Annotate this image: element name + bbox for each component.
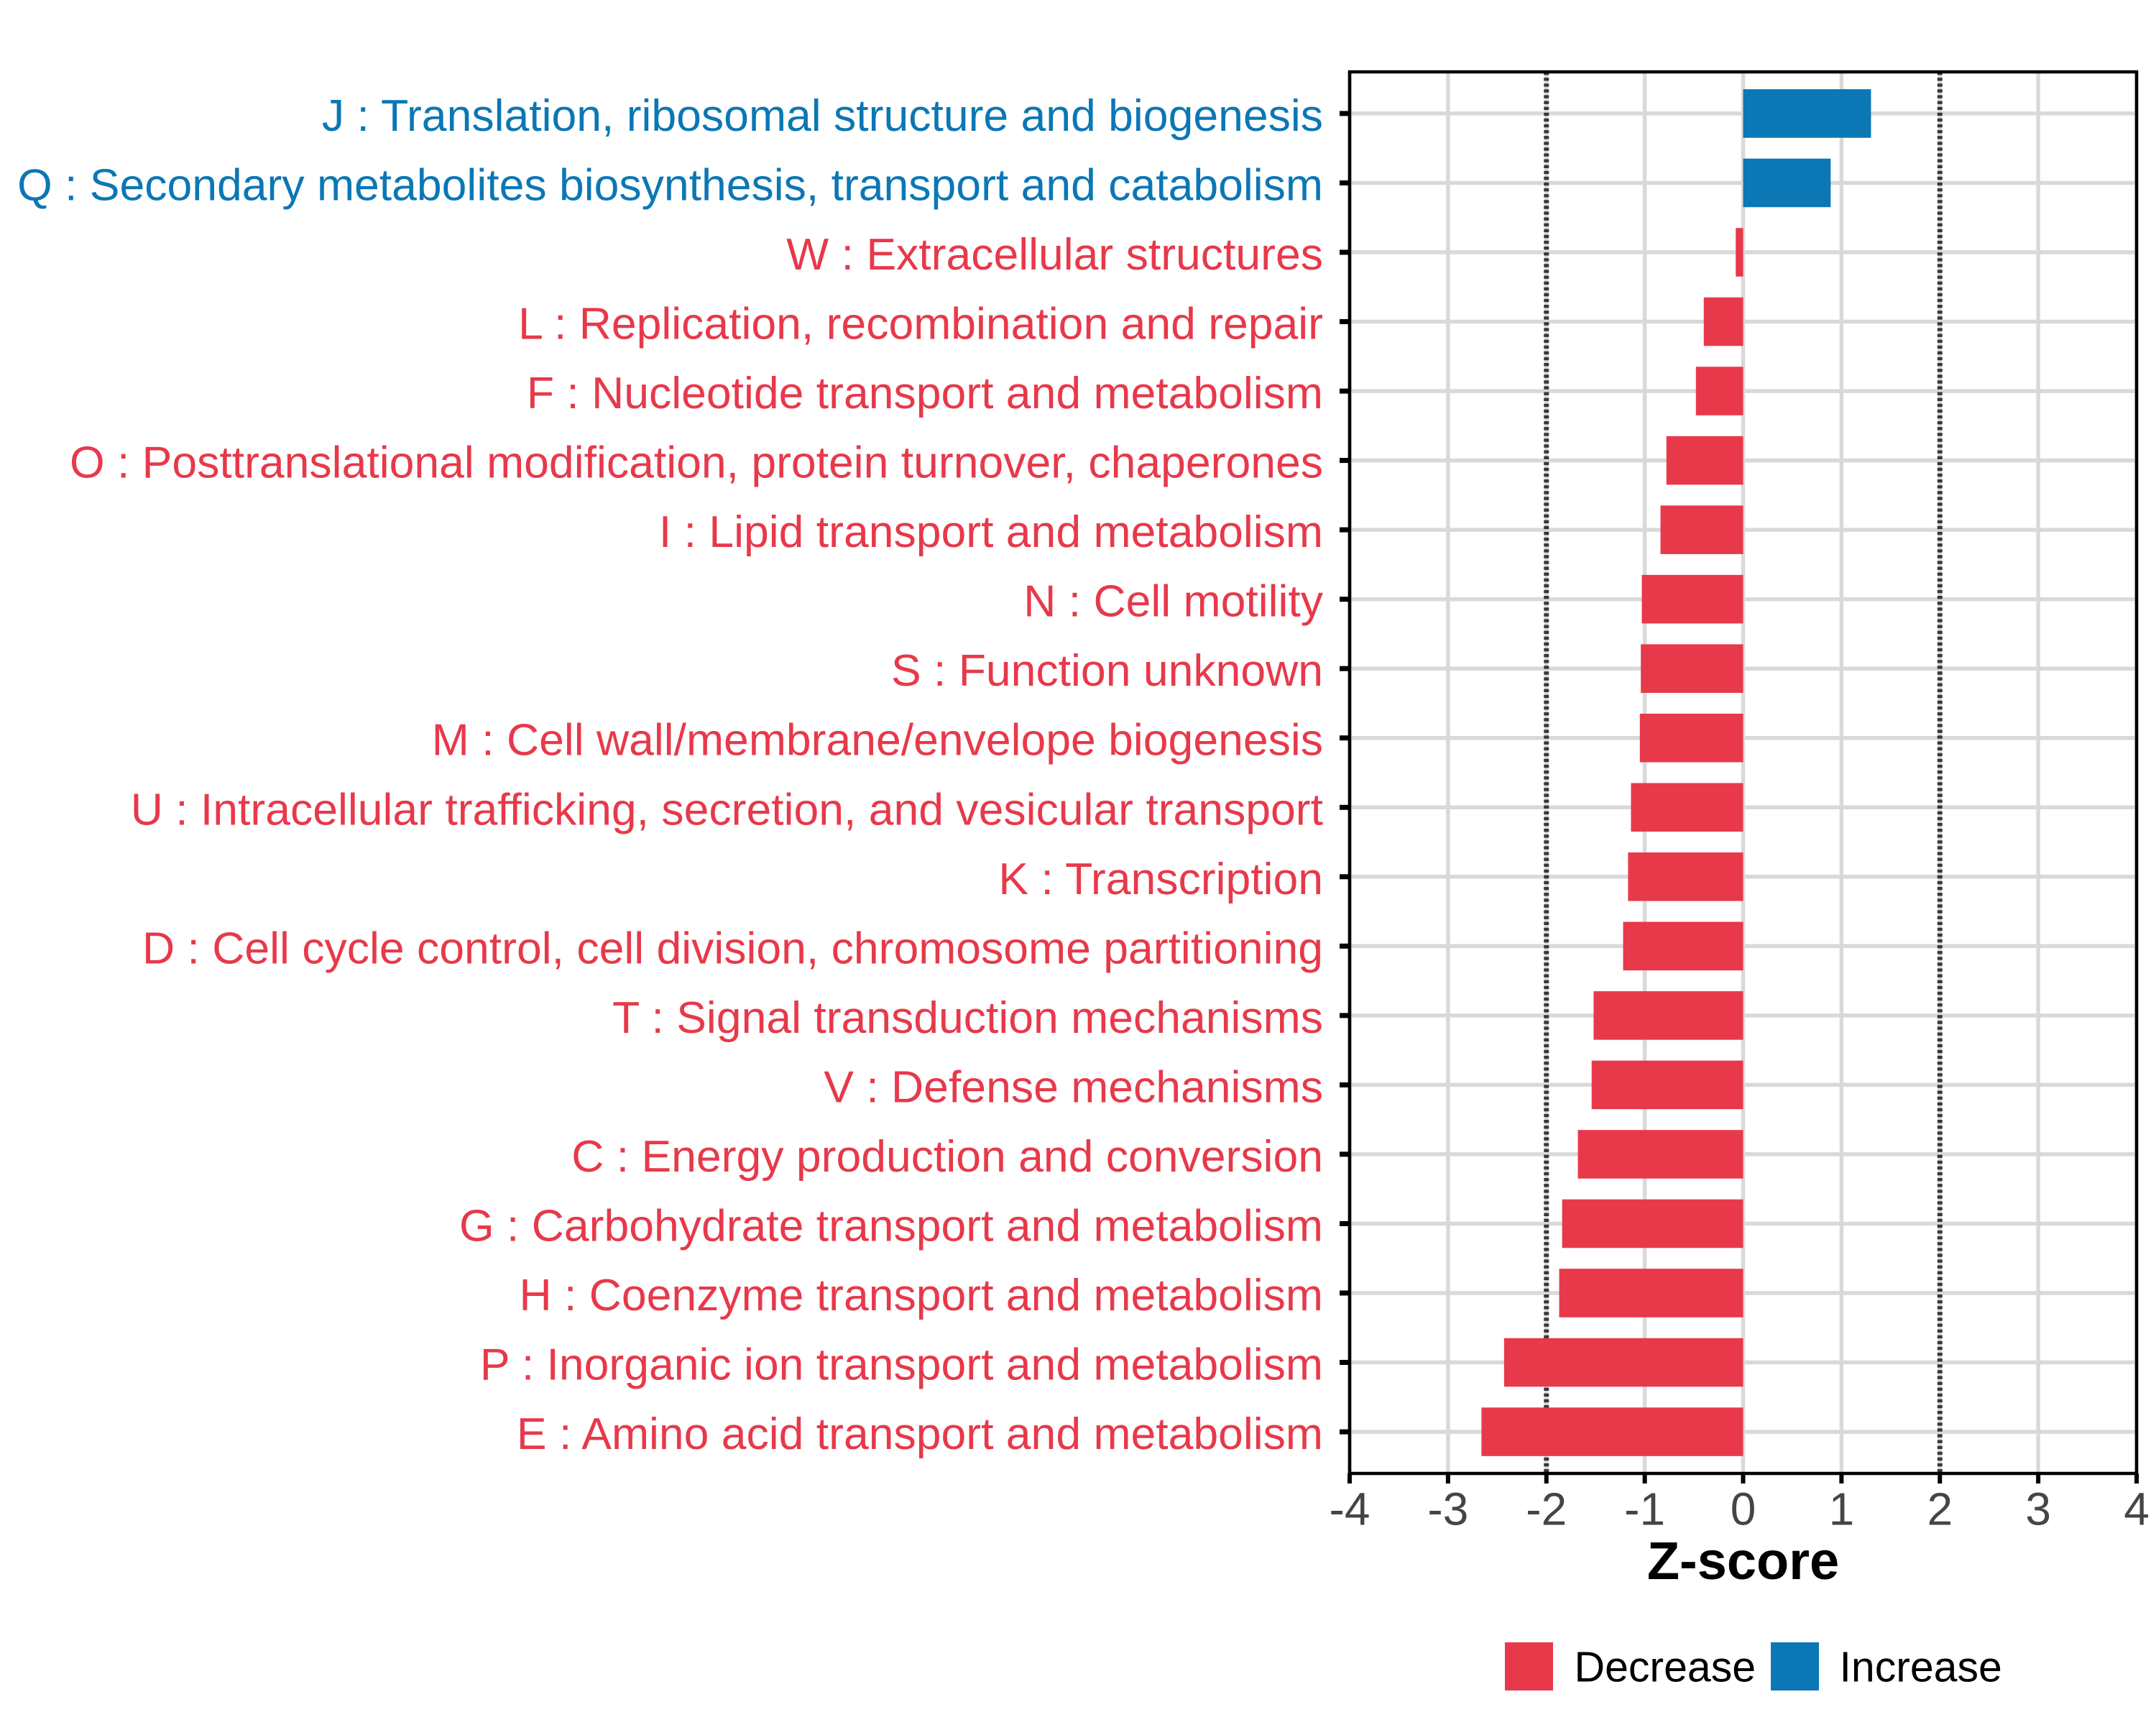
svg-text:-1: -1	[1624, 1483, 1665, 1535]
svg-text:C : Energy production and conv: C : Energy production and conversion	[571, 1131, 1323, 1182]
svg-text:P : Inorganic ion transport an: P : Inorganic ion transport and metaboli…	[480, 1340, 1323, 1390]
svg-text:M : Cell wall/membrane/envelop: M : Cell wall/membrane/envelope biogenes…	[432, 715, 1323, 765]
svg-text:3: 3	[2025, 1483, 2051, 1535]
svg-text:T : Signal transduction mechan: T : Signal transduction mechanisms	[612, 993, 1323, 1043]
svg-text:H : Coenzyme transport and met: H : Coenzyme transport and metabolism	[519, 1270, 1323, 1320]
svg-text:L : Replication, recombination: L : Replication, recombination and repai…	[518, 299, 1323, 349]
svg-text:I : Lipid transport and metabo: I : Lipid transport and metabolism	[659, 507, 1323, 557]
svg-text:F : Nucleotide transport and m: F : Nucleotide transport and metabolism	[527, 368, 1323, 418]
svg-text:0: 0	[1731, 1483, 1756, 1535]
svg-text:U : Intracellular trafficking,: U : Intracellular trafficking, secretion…	[131, 784, 1323, 834]
svg-text:Decrease: Decrease	[1575, 1644, 1756, 1691]
svg-text:1: 1	[1829, 1483, 1855, 1535]
svg-text:O : Posttranslational modifica: O : Posttranslational modification, prot…	[70, 438, 1323, 488]
svg-text:D : Cell cycle control, cell d: D : Cell cycle control, cell division, c…	[142, 923, 1323, 973]
svg-text:-3: -3	[1427, 1483, 1468, 1535]
svg-text:K : Transcription: K : Transcription	[998, 854, 1323, 904]
svg-text:J : Translation, ribosomal str: J : Translation, ribosomal structure and…	[322, 91, 1323, 141]
svg-text:G : Carbohydrate transport and: G : Carbohydrate transport and metabolis…	[459, 1201, 1323, 1251]
svg-text:W : Extracellular structures: W : Extracellular structures	[786, 229, 1323, 280]
svg-text:Z-score: Z-score	[1647, 1531, 1839, 1591]
svg-text:-4: -4	[1330, 1483, 1370, 1535]
svg-text:-2: -2	[1526, 1483, 1567, 1535]
svg-text:Increase: Increase	[1840, 1644, 2002, 1691]
svg-text:E : Amino acid transport and m: E : Amino acid transport and metabolism	[517, 1409, 1323, 1459]
svg-text:V : Defense mechanisms: V : Defense mechanisms	[824, 1062, 1323, 1112]
svg-text:Q : Secondary metabolites bios: Q : Secondary metabolites biosynthesis, …	[17, 160, 1323, 211]
svg-text:S : Function unknown: S : Function unknown	[891, 645, 1323, 696]
svg-text:4: 4	[2124, 1483, 2150, 1535]
svg-text:N : Cell motility: N : Cell motility	[1023, 576, 1323, 627]
svg-text:2: 2	[1927, 1483, 1953, 1535]
